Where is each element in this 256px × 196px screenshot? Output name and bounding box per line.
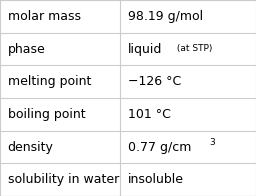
Text: solubility in water: solubility in water	[8, 173, 119, 186]
Text: 3: 3	[210, 138, 216, 147]
Text: molar mass: molar mass	[8, 10, 81, 23]
Text: −126 °C: −126 °C	[128, 75, 181, 88]
Text: insoluble: insoluble	[128, 173, 184, 186]
Text: 0.77 g/cm: 0.77 g/cm	[128, 141, 191, 153]
Text: 98.19 g/mol: 98.19 g/mol	[128, 10, 203, 23]
Text: melting point: melting point	[8, 75, 91, 88]
Text: 101 °C: 101 °C	[128, 108, 171, 121]
Text: density: density	[8, 141, 54, 153]
Text: phase: phase	[8, 43, 45, 55]
Text: (at STP): (at STP)	[174, 44, 212, 54]
Text: liquid: liquid	[128, 43, 162, 55]
Text: boiling point: boiling point	[8, 108, 85, 121]
